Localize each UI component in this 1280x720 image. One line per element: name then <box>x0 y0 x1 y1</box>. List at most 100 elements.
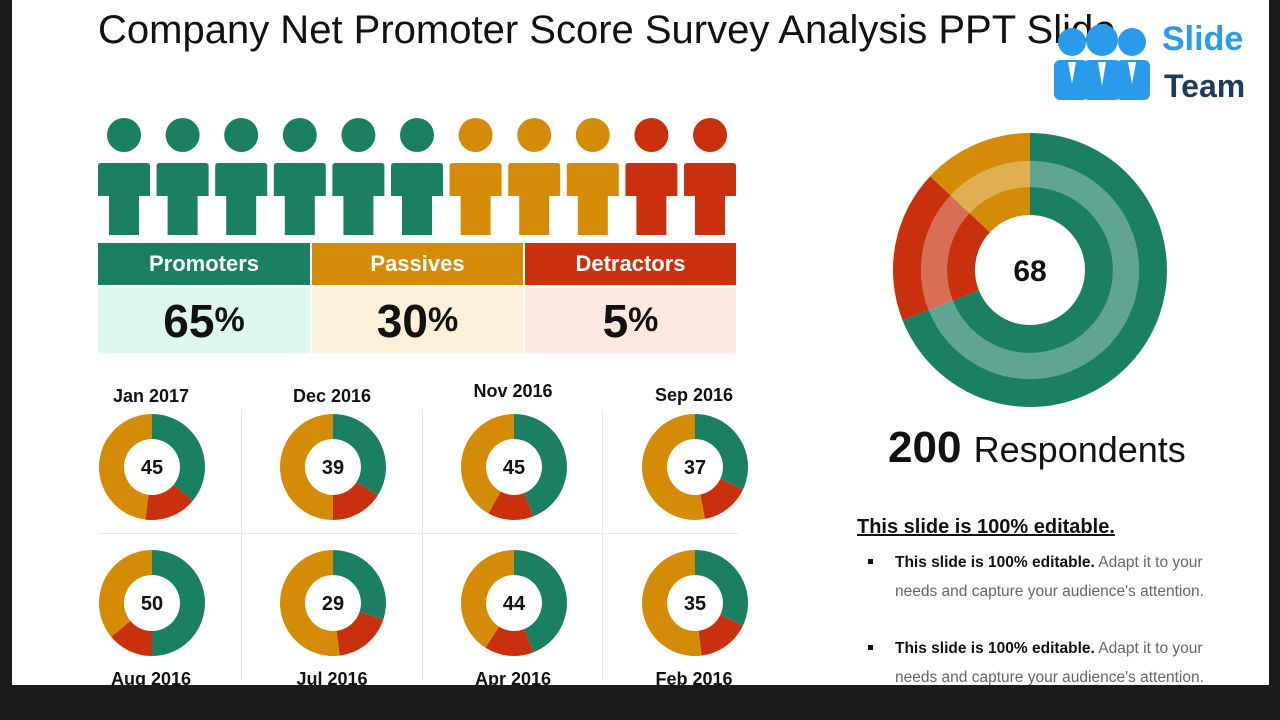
passive-segment <box>280 414 333 520</box>
detractor-segment <box>698 614 743 656</box>
promoters-value: 65% <box>98 288 310 353</box>
passives-value: 30% <box>312 288 523 353</box>
bullet-bold: This slide is 100% editable. <box>895 554 1095 571</box>
bullet-marker-icon <box>868 645 873 650</box>
donut-charts: 45 39 45 37 50 29 44 35 68 <box>98 133 1167 656</box>
month-label-sep-2016: Sep 2016 <box>654 385 734 405</box>
month-label-jan-2017: Jan 2017 <box>112 386 190 406</box>
slideteam-logo: Slide Team <box>1040 18 1269 108</box>
monthly-nps-donut: 29 <box>280 550 387 656</box>
promoter-segment <box>152 413 206 501</box>
promoter-segment <box>152 550 205 656</box>
grid-divider <box>241 410 242 680</box>
nps-score: 68 <box>1013 255 1046 288</box>
bullet-marker-icon <box>868 559 873 564</box>
monthly-nps-donut: 45 <box>460 413 567 520</box>
monthly-nps-donut: 50 <box>99 550 205 656</box>
editable-heading: This slide is 100% editable. <box>857 516 1115 539</box>
bullet-item: This slide is 100% editable. Adapt it to… <box>868 634 1228 685</box>
promoter-segment <box>333 413 387 496</box>
promoters-label: Promoters <box>148 251 260 276</box>
monthly-nps-donut: 37 <box>641 414 748 520</box>
nps-score: 35 <box>684 593 706 615</box>
passives-label: Passives <box>370 251 465 276</box>
grid-divider <box>602 410 603 680</box>
passive-segment <box>641 414 705 520</box>
passives-header: Passives <box>312 243 523 285</box>
month-label-dec-2016: Dec 2016 <box>292 386 372 406</box>
overall-nps-donut: 68 <box>892 133 1167 408</box>
person-icon <box>273 118 326 235</box>
passive-segment <box>930 133 1030 233</box>
person-icon <box>98 118 150 235</box>
people-icon-row <box>98 118 736 235</box>
respondents-text: Respondents <box>973 429 1186 470</box>
person-icon <box>449 118 502 235</box>
monthly-nps-donut: 44 <box>461 550 567 656</box>
editable-heading-text: This slide is 100% editable <box>857 516 1110 538</box>
detractor-segment <box>488 491 534 520</box>
detractor-segment <box>700 478 743 520</box>
person-icon <box>215 118 268 235</box>
detractor-segment <box>145 484 193 521</box>
passive-segment <box>98 414 152 520</box>
month-label-nov-2016: Nov 2016 <box>473 381 553 401</box>
detractor-segment <box>336 611 384 656</box>
detractor-segment <box>111 620 152 656</box>
promoter-segment <box>695 550 748 626</box>
detractors-label: Detractors <box>575 251 686 276</box>
person-icon <box>391 118 443 235</box>
nps-score: 37 <box>684 457 706 479</box>
grid-divider <box>98 533 738 534</box>
month-label-jul-2016: Jul 2016 <box>296 669 368 685</box>
promoters-percent: 65 <box>163 294 215 347</box>
promoter-segment <box>514 550 567 653</box>
promoter-segment <box>333 550 387 620</box>
highlight-ring <box>920 160 1140 380</box>
month-label-feb-2016: Feb 2016 <box>655 669 733 685</box>
nps-score: 50 <box>141 593 163 615</box>
passive-segment <box>280 550 340 656</box>
nps-score: 39 <box>322 457 344 479</box>
person-icon <box>332 118 385 235</box>
person-icon <box>156 118 209 235</box>
passive-segment <box>642 550 702 656</box>
passive-segment <box>461 550 514 648</box>
nps-score: 45 <box>503 457 525 479</box>
nps-score: 29 <box>322 593 344 615</box>
detractors-percent: 5 <box>602 294 629 347</box>
promoter-segment <box>902 133 1167 408</box>
percent-sign: % <box>214 301 245 339</box>
promoter-segment <box>514 413 567 517</box>
person-icon <box>566 118 619 235</box>
monthly-nps-donut: 45 <box>98 413 206 521</box>
bullet-bold: This slide is 100% editable. <box>895 640 1095 657</box>
detractor-segment <box>333 482 378 520</box>
logo-people-icon <box>1054 24 1150 100</box>
person-icon <box>684 118 736 235</box>
passive-segment <box>460 414 514 514</box>
person-icon <box>625 118 678 235</box>
detractors-value: 5% <box>525 288 736 353</box>
bullet-text: Adapt it to your needs and capture your … <box>895 640 1204 685</box>
passives-percent: 30 <box>376 294 428 347</box>
slide: Company Net Promoter Score Survey Analys… <box>12 0 1269 685</box>
respondents-number: 200 <box>888 423 962 472</box>
monthly-nps-donut: 35 <box>642 550 748 656</box>
bullet-item: This slide is 100% editable. Adapt it to… <box>868 548 1228 606</box>
percent-sign: % <box>427 301 459 339</box>
promoters-header: Promoters <box>98 243 310 285</box>
logo-text-slide: Slide <box>1162 20 1244 58</box>
person-icon <box>508 118 561 235</box>
slide-title: Company Net Promoter Score Survey Analys… <box>98 8 1116 52</box>
month-label-aug-2016: Aug 2016 <box>110 669 192 685</box>
monthly-nps-donut: 39 <box>280 413 387 520</box>
logo-text-team: Team <box>1164 68 1246 104</box>
month-label-apr-2016: Apr 2016 <box>474 669 552 685</box>
detractor-segment <box>892 176 990 321</box>
percent-sign: % <box>628 301 659 339</box>
passive-segment <box>99 550 152 637</box>
grid-divider <box>422 410 423 680</box>
promoter-segment <box>695 414 748 490</box>
bullet-text: Adapt it to your needs and capture your … <box>895 554 1204 600</box>
